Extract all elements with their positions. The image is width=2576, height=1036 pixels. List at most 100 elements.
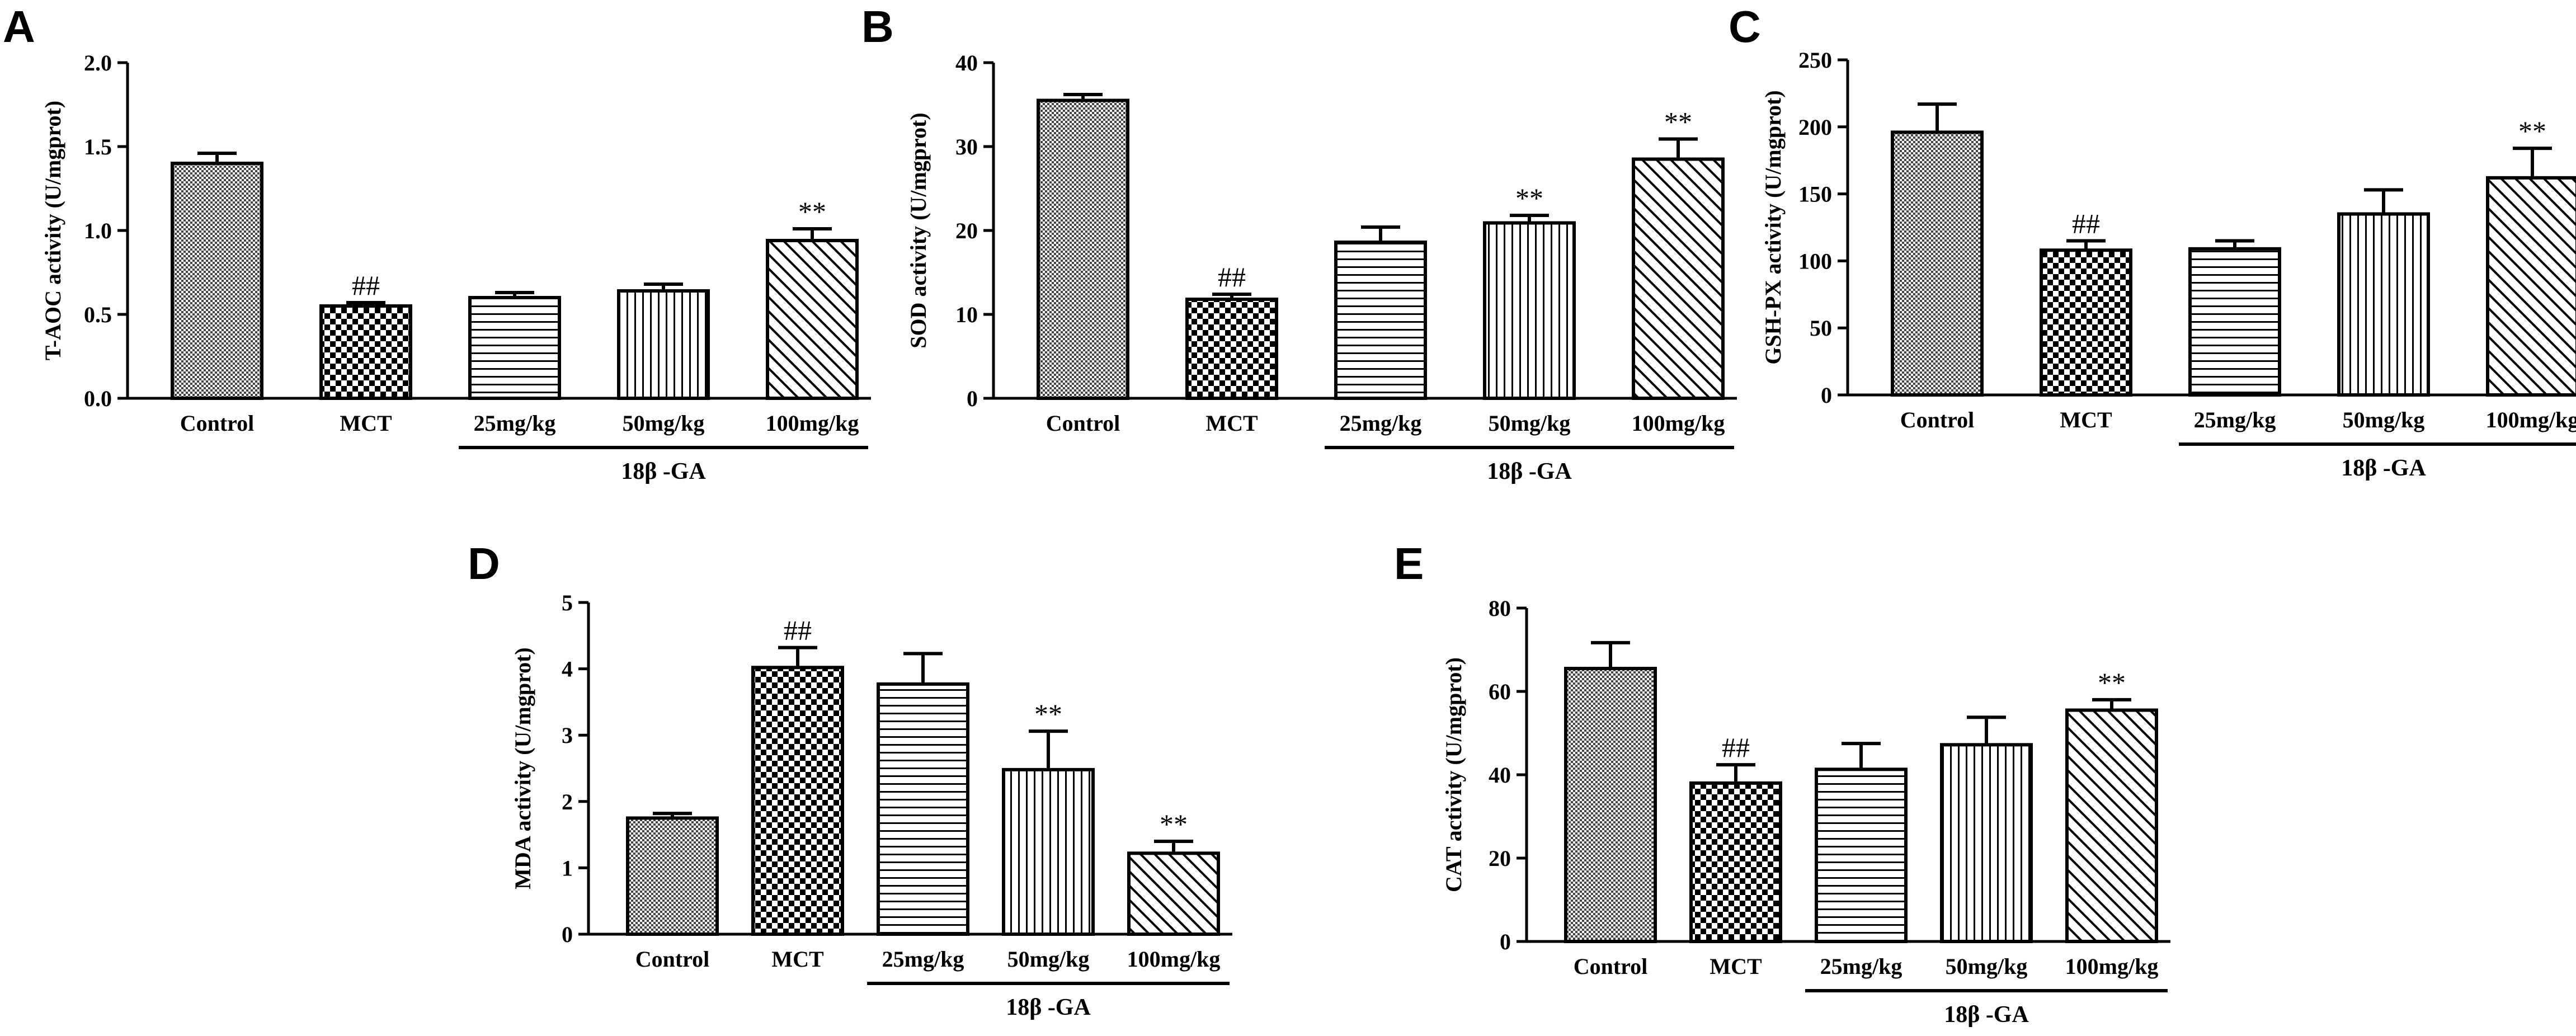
y-tick-label: 50 — [1810, 315, 1832, 341]
category-label: Control — [1574, 954, 1648, 979]
y-tick-label: 20 — [955, 218, 978, 243]
category-label: 25mg/kg — [474, 411, 556, 436]
y-tick-label: 0.5 — [84, 302, 112, 327]
category-label: MCT — [340, 411, 392, 436]
category-label: 100mg/kg — [1127, 946, 1221, 972]
y-tick-label: 200 — [1798, 115, 1832, 140]
group-label: 18β -GA — [1944, 1002, 2029, 1028]
category-label: 50mg/kg — [1007, 946, 1090, 972]
group-label: 18β -GA — [1006, 995, 1091, 1020]
y-axis-label: CAT activity (U/mgprot) — [1441, 657, 1466, 892]
group-label: 18β -GA — [1487, 459, 1572, 484]
category-label: Control — [1046, 411, 1120, 436]
chart-panel-d: D 0 1 2 3 4 5 MDA activity (U/mgprot) Control MCT… — [468, 539, 1232, 1020]
bar-50mg-kg — [617, 289, 710, 400]
category-label: 50mg/kg — [1946, 954, 2028, 979]
bar-100mg-kg — [2486, 176, 2576, 397]
panel-label: A — [3, 2, 35, 51]
y-tick-label: 60 — [1489, 679, 1511, 704]
y-tick-label: 20 — [1489, 846, 1511, 871]
bar-50mg-kg — [1940, 743, 2033, 943]
panel-label: D — [468, 539, 500, 588]
category-label: Control — [1900, 407, 1975, 432]
category-label: Control — [180, 411, 255, 436]
y-tick-label: 5 — [562, 590, 573, 615]
y-tick-label: 2.0 — [84, 50, 112, 76]
category-label: 25mg/kg — [2194, 407, 2276, 432]
y-tick-label: 150 — [1798, 182, 1832, 207]
group-label: 18β -GA — [621, 459, 706, 484]
bar-100mg-kg — [1632, 157, 1725, 400]
chart-panel-b: B 0 10 20 30 40 SOD activity (U/mgprot) Control… — [861, 2, 1737, 484]
significance-annotation: ## — [784, 615, 812, 646]
bar-control — [1564, 667, 1657, 944]
y-axis-label: GSH-PX activity (U/mgprot) — [1760, 90, 1786, 364]
y-tick-label: 80 — [1489, 596, 1511, 621]
y-tick-label: 3 — [562, 723, 573, 748]
significance-annotation: ## — [352, 270, 380, 301]
significance-annotation: ** — [2518, 115, 2546, 147]
bar-control — [171, 162, 263, 400]
y-axis-label: T-AOC activity (U/mgprot) — [40, 101, 65, 360]
bar-control — [626, 816, 719, 936]
category-label: MCT — [771, 946, 824, 972]
significance-annotation: ## — [1722, 732, 1750, 763]
category-label: 100mg/kg — [2065, 954, 2159, 979]
category-label: Control — [635, 946, 710, 972]
panel-label: C — [1729, 2, 1761, 51]
bar-mct — [2040, 248, 2132, 397]
y-tick-label: 1.0 — [84, 218, 112, 243]
bar-25mg-kg — [1334, 241, 1427, 400]
y-tick-label: 40 — [955, 50, 978, 76]
bar-50mg-kg — [2337, 212, 2430, 397]
bar-100mg-kg — [2065, 708, 2158, 944]
y-tick-label: 1 — [562, 855, 573, 880]
group-label: 18β -GA — [2341, 455, 2426, 481]
bar-25mg-kg — [468, 296, 561, 400]
bar-100mg-kg — [1127, 851, 1220, 936]
category-label: MCT — [2060, 407, 2112, 432]
y-axis-label: MDA activity (U/mgprot) — [510, 647, 535, 889]
y-tick-label: 100 — [1798, 248, 1832, 274]
significance-annotation: ** — [2098, 667, 2126, 698]
category-label: 25mg/kg — [882, 946, 964, 972]
chart-panel-e: E 0 20 40 60 80 CAT activity (U/mgprot) Control… — [1394, 539, 2170, 1028]
category-label: 25mg/kg — [1340, 411, 1422, 436]
bar-25mg-kg — [877, 682, 969, 936]
y-tick-label: 0 — [562, 922, 573, 947]
bar-control — [1891, 130, 1984, 397]
category-label: 50mg/kg — [623, 411, 705, 436]
bar-50mg-kg — [1002, 767, 1095, 936]
y-tick-label: 4 — [562, 657, 573, 682]
y-tick-label: 2 — [562, 789, 573, 814]
y-tick-label: 1.5 — [84, 134, 112, 159]
bar-control — [1037, 98, 1129, 400]
bar-25mg-kg — [2188, 247, 2281, 397]
category-label: 100mg/kg — [766, 411, 859, 436]
y-tick-label: 40 — [1489, 762, 1511, 788]
bar-mct — [1185, 298, 1278, 400]
panel-label: B — [861, 2, 894, 51]
y-tick-label: 250 — [1798, 48, 1832, 73]
category-label: 50mg/kg — [1489, 411, 1571, 436]
y-tick-label: 30 — [955, 134, 978, 159]
significance-annotation: ## — [2072, 208, 2100, 239]
significance-annotation: ** — [1515, 182, 1543, 214]
significance-annotation: ## — [1218, 261, 1246, 293]
y-tick-label: 0 — [967, 386, 978, 411]
category-label: MCT — [1205, 411, 1258, 436]
category-label: 25mg/kg — [1820, 954, 1902, 979]
significance-annotation: ** — [798, 196, 826, 227]
bar-mct — [751, 666, 844, 936]
y-axis-label: SOD activity (U/mgprot) — [906, 112, 931, 348]
category-label: MCT — [1710, 954, 1762, 979]
bar-mct — [1689, 781, 1782, 944]
category-label: 50mg/kg — [2343, 407, 2425, 432]
y-tick-label: 0 — [1821, 383, 1832, 408]
bar-mct — [319, 304, 412, 400]
chart-panel-a: A 0.0 0.5 1.0 1.5 2.0 T-AOC activity (U/mgprot… — [3, 2, 871, 484]
bar-25mg-kg — [1815, 767, 1908, 943]
significance-annotation: ** — [1160, 808, 1188, 840]
category-label: 100mg/kg — [2486, 407, 2576, 432]
